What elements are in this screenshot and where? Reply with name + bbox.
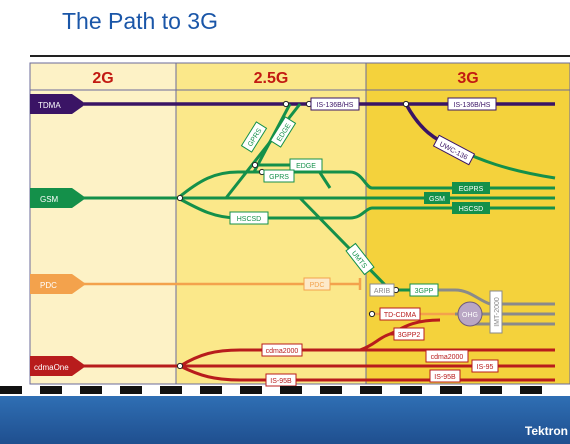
svg-text:3GPP2: 3GPP2 — [398, 332, 421, 339]
tag-pdc: PDC — [303, 277, 331, 291]
svg-text:GPRS: GPRS — [269, 174, 289, 181]
tag-cdma2000-a: cdma2000 — [261, 343, 303, 357]
tag-arib: ARIB — [369, 283, 395, 297]
tag-gsm: GSM — [424, 192, 450, 204]
svg-text:EDGE: EDGE — [296, 163, 316, 170]
tag-is136b-hs-a: IS-136B/HS — [310, 97, 360, 111]
svg-text:cdma2000: cdma2000 — [431, 354, 464, 361]
source-pdc: PDC — [30, 274, 86, 294]
svg-text:GSM: GSM — [40, 195, 59, 204]
svg-text:GSM: GSM — [429, 196, 445, 203]
era-2-5g-panel — [175, 62, 367, 385]
source-gsm: GSM — [30, 188, 86, 208]
svg-text:TD-CDMA: TD-CDMA — [384, 312, 417, 319]
tag-is136b-hs-b: IS-136B/HS — [447, 97, 497, 111]
title-divider — [30, 55, 570, 57]
svg-text:cdma2000: cdma2000 — [266, 348, 299, 355]
tag-3gpp: 3GPP — [409, 283, 439, 297]
svg-text:IS-95B: IS-95B — [270, 378, 292, 385]
svg-text:IMT-2000: IMT-2000 — [494, 297, 501, 327]
svg-text:IS-136B/HS: IS-136B/HS — [317, 102, 354, 109]
svg-text:IS-136B/HS: IS-136B/HS — [454, 102, 491, 109]
tag-is95b-a: IS-95B — [265, 373, 297, 387]
tag-hscsd-b: HSCSD — [452, 202, 490, 214]
svg-text:OHG: OHG — [462, 312, 478, 319]
footer-bar — [0, 396, 570, 444]
svg-text:ARIB: ARIB — [374, 288, 391, 295]
svg-text:HSCSD: HSCSD — [459, 206, 484, 213]
tag-egprs: EGPRS — [452, 182, 490, 194]
svg-text:TDMA: TDMA — [38, 101, 61, 110]
svg-text:HSCSD: HSCSD — [237, 216, 262, 223]
tag-is95: IS-95 — [471, 359, 499, 373]
source-tdma: TDMA — [30, 94, 86, 114]
svg-text:3GPP: 3GPP — [415, 288, 434, 295]
svg-text:EGPRS: EGPRS — [459, 186, 484, 193]
source-cdmaone: cdmaOne — [30, 356, 86, 376]
junction-dots — [176, 100, 410, 370]
tag-3gpp2: 3GPP2 — [393, 327, 425, 341]
tag-cdma2000-b: cdma2000 — [425, 349, 469, 363]
brand-logo-text: Tektron — [524, 424, 568, 438]
tag-gprs: GPRS — [263, 169, 295, 183]
tag-edge: EDGE — [289, 158, 323, 172]
svg-text:PDC: PDC — [310, 282, 325, 289]
tag-is95b-b: IS-95B — [429, 369, 461, 383]
era-3g-label: 3G — [457, 70, 478, 87]
era-2g-label: 2G — [92, 70, 113, 87]
footer-dash-strip — [0, 386, 542, 394]
svg-text:PDC: PDC — [40, 281, 57, 290]
tag-imt2000: IMT-2000 — [489, 290, 503, 334]
tag-hscsd-a: HSCSD — [229, 211, 269, 225]
era-2-5g-label: 2.5G — [254, 70, 289, 87]
svg-text:IS-95B: IS-95B — [434, 374, 456, 381]
tag-td-cdma: TD-CDMA — [379, 307, 421, 321]
svg-text:cdmaOne: cdmaOne — [34, 363, 69, 372]
tag-ohg: OHG — [457, 301, 483, 327]
era-2g-panel — [29, 62, 177, 385]
svg-text:IS-95: IS-95 — [477, 364, 494, 371]
page-title: The Path to 3G — [62, 8, 218, 34]
